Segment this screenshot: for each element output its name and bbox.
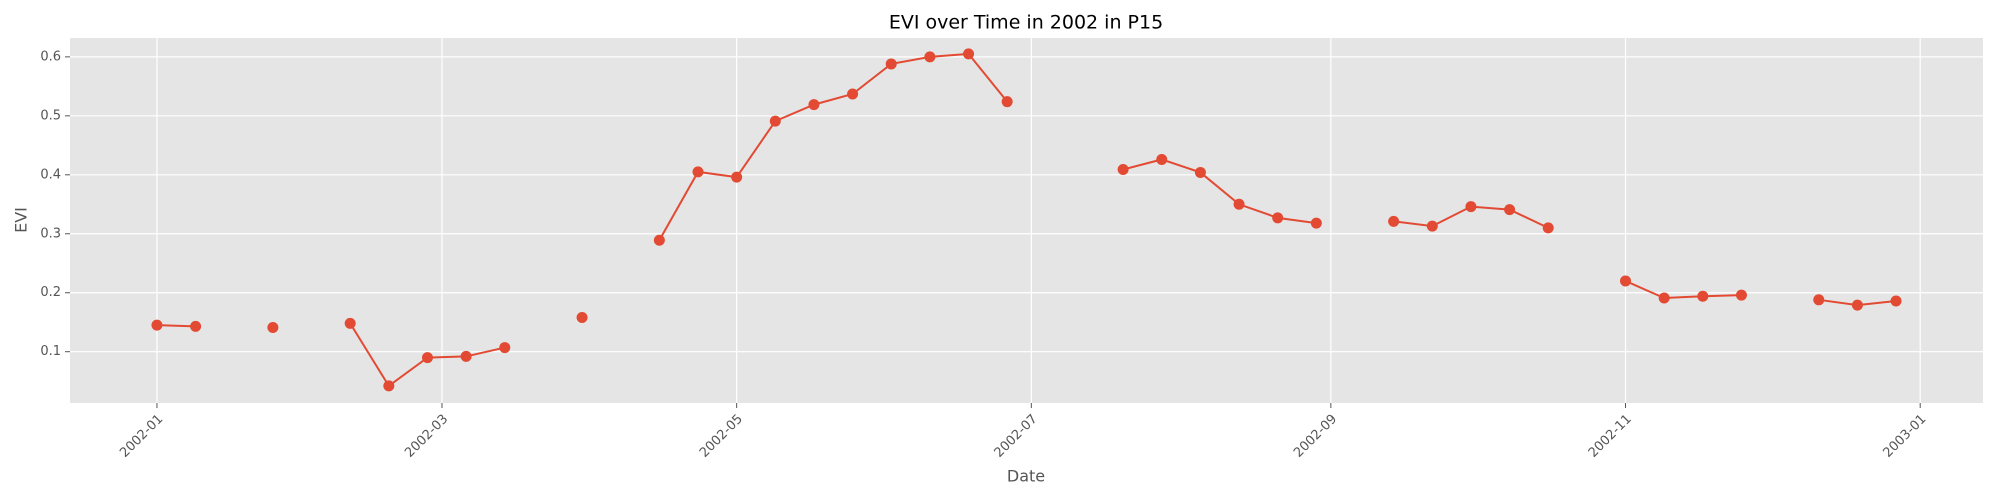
point [1851,299,1863,311]
point [1001,96,1013,108]
point [190,320,202,332]
y-tick-label: 0.4 [40,167,61,182]
x-tick-label: 2002-09 [1291,412,1340,461]
point [1194,166,1206,178]
point [1813,294,1825,306]
point [151,319,163,331]
x-tick-label: 2002-11 [1586,412,1635,461]
y-tick-label: 0.1 [40,344,61,359]
point [847,88,859,100]
x-tick-label: 2002-05 [697,412,746,461]
x-tick-label: 2002-01 [117,412,166,461]
point [769,115,781,127]
point [267,322,279,334]
point [1310,217,1322,229]
point [1735,289,1747,301]
x-axis-label: Date [1007,467,1045,486]
point [421,352,433,364]
point [924,51,936,63]
point [1426,220,1438,232]
point [1542,222,1554,234]
y-axis-label: EVI [12,207,31,233]
point [1465,201,1477,213]
point [1388,215,1400,227]
point [1272,212,1284,224]
point [808,99,820,111]
plot-area [70,38,1983,403]
point [653,234,665,246]
point [692,166,704,178]
y-tick-label: 0.2 [40,285,61,300]
point [576,311,588,323]
point [344,317,356,329]
y-tick-label: 0.3 [40,226,61,241]
point [1658,292,1670,304]
point [963,48,975,60]
x-tick-label: 2002-07 [992,412,1041,461]
y-tick-label: 0.5 [40,108,61,123]
chart-title: EVI over Time in 2002 in P15 [889,12,1163,34]
point [1156,153,1168,165]
point [383,380,395,392]
y-tick-label: 0.6 [40,49,61,64]
point [460,350,472,362]
point [1117,163,1129,175]
point [1504,204,1516,216]
point [731,171,743,183]
point [885,58,897,70]
point [1890,295,1902,307]
point [1233,198,1245,210]
x-tick-label: 2003-01 [1880,412,1929,461]
x-tick-label: 2002-03 [402,412,451,461]
point [1620,275,1632,287]
point [499,342,511,354]
point [1697,290,1709,302]
